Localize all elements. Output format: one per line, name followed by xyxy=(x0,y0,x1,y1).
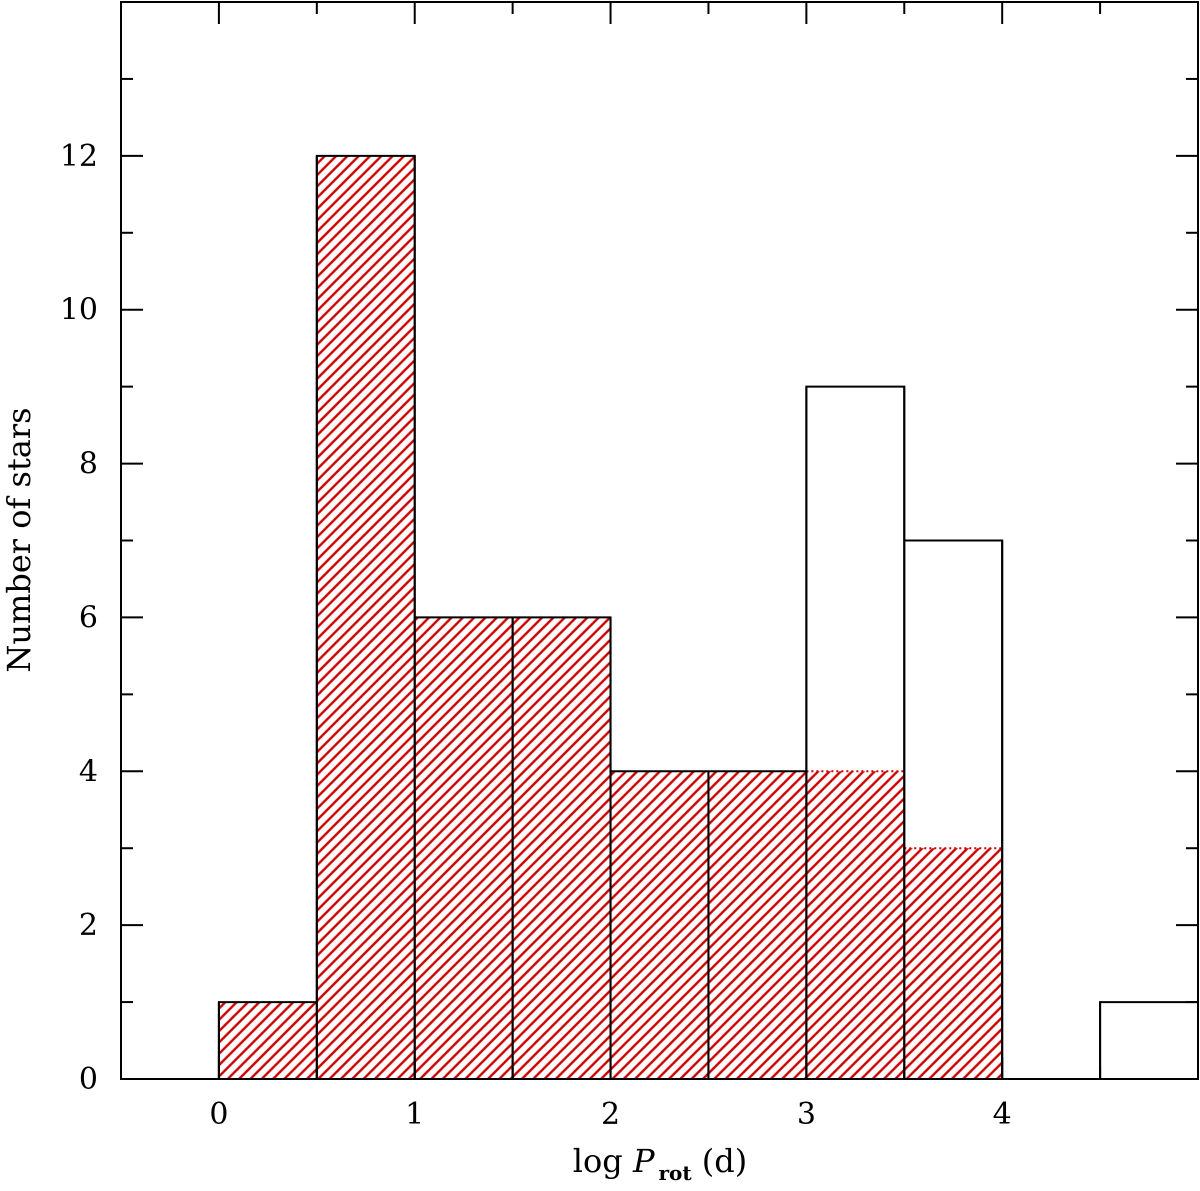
hatched-bar xyxy=(708,771,807,1079)
y-axis-title: Number of stars xyxy=(0,407,38,672)
hatched-bar xyxy=(610,771,709,1079)
y-tick-label: 8 xyxy=(79,447,98,482)
y-tick-label: 2 xyxy=(79,908,98,943)
x-tick-label: 3 xyxy=(797,1097,816,1132)
x-tick-label: 0 xyxy=(209,1097,228,1132)
x-tick-label: 2 xyxy=(601,1097,620,1132)
y-tick-label: 0 xyxy=(79,1062,98,1097)
hatched-bar xyxy=(316,155,415,1079)
x-tick-label: 1 xyxy=(405,1097,424,1132)
hatched-bar xyxy=(904,848,1003,1079)
hatched-bar xyxy=(806,771,905,1079)
x-tick-label: 4 xyxy=(993,1097,1012,1132)
hatched-bar xyxy=(414,617,513,1079)
hatched-bar xyxy=(218,1002,317,1079)
y-tick-label: 12 xyxy=(60,139,98,174)
axis-ticks xyxy=(120,1,1199,1080)
hatched-series xyxy=(218,155,1003,1079)
y-tick-labels: 0 2 4 6 8 10 12 xyxy=(60,139,98,1097)
y-tick-label: 6 xyxy=(79,600,98,635)
y-tick-label: 10 xyxy=(60,293,98,328)
x-tick-labels: 0 1 2 3 4 xyxy=(209,1097,1011,1132)
y-tick-label: 4 xyxy=(79,754,98,789)
hatched-bar xyxy=(512,617,611,1079)
